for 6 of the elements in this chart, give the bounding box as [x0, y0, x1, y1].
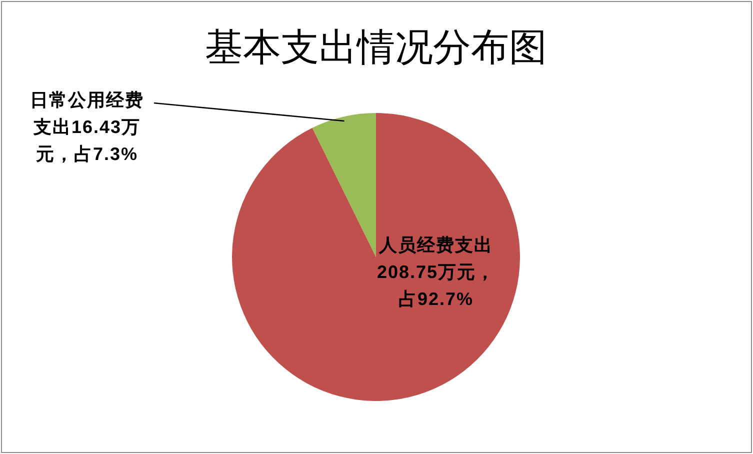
chart-title: 基本支出情况分布图	[205, 27, 547, 69]
slice-label: 日常公用经费支出16.43万元，占7.3%	[29, 89, 145, 166]
slice-label: 人员经费支出	[379, 235, 493, 255]
pie-slice	[232, 113, 520, 401]
data-label: 208.75万元，占92.7%	[376, 262, 496, 309]
pie-slice	[312, 113, 376, 257]
